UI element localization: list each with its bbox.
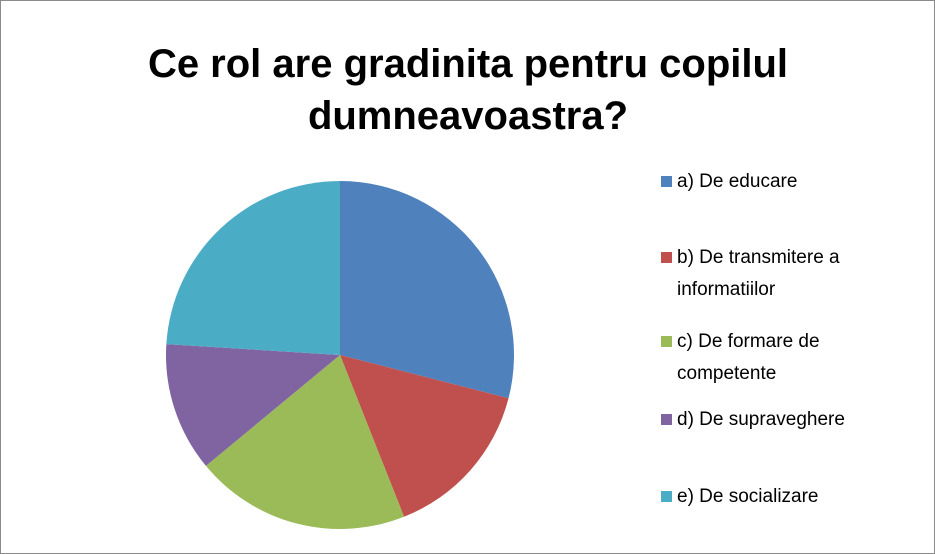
legend-label: d) De supraveghere [677,409,845,430]
legend-item: d) De supraveghere [661,404,889,436]
chart-title: Ce rol are gradinita pentru copilul dumn… [147,42,789,138]
legend-swatch [661,414,672,425]
legend-swatch [661,252,672,263]
legend-label: e) De socializare [677,486,819,507]
legend-item: e) De socializare [661,481,889,513]
legend-item: c) De formare de competente [661,326,889,390]
legend-label: c) De formare de competente [677,331,820,384]
legend-swatch [661,176,672,187]
legend-swatch [661,491,672,502]
pie-slice [340,355,509,517]
pie-slice [166,181,340,355]
legend-item: a) De educare [661,166,889,198]
legend-label: b) De transmitere a informatiilor [677,247,840,300]
pie-slice [205,355,405,529]
legend-swatch [661,336,672,347]
pie-slice [340,181,514,399]
legend-label: a) De educare [677,171,798,192]
pie-slice [166,344,340,466]
legend-item: b) De transmitere a informatiilor [661,242,889,306]
